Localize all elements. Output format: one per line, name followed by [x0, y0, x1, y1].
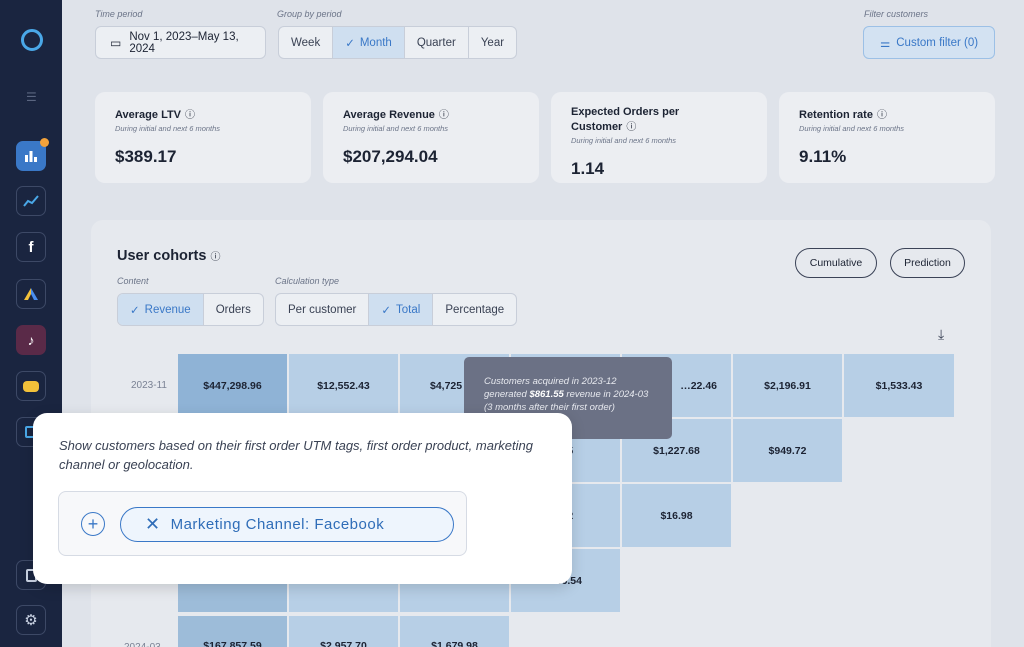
sidebar-item-chat[interactable]: [16, 371, 46, 401]
kpi-title: Expected Orders per Customer: [571, 106, 680, 133]
custom-filter-label: Custom filter (0): [896, 36, 979, 49]
kpi-card-revenue: Average Revenue ⓘ During initial and next…: [323, 92, 539, 183]
cohorts-title: User cohorts ⓘ: [117, 248, 220, 264]
popover-description: Show customers based on their first orde…: [59, 438, 533, 472]
kpi-card-orders: Expected Orders per Customer ⓘ During ini…: [551, 92, 767, 183]
google-ads-icon: [24, 288, 38, 300]
content-toggle: ✓ Revenue Orders: [117, 293, 264, 326]
sidebar-item-google-ads[interactable]: [16, 279, 46, 309]
filter-chip[interactable]: ✕ Marketing Channel: Facebook: [120, 507, 454, 542]
kpi-title: Retention rate: [799, 109, 873, 121]
sidebar-item-analytics[interactable]: [16, 138, 49, 171]
gear-icon: ⚙: [24, 612, 38, 629]
calc-type-toggle: Per customer ✓ Total Percentage: [275, 293, 518, 326]
content-label: Content: [117, 276, 149, 286]
prediction-button[interactable]: Prediction: [890, 248, 965, 278]
kpi-subtitle: During initial and next 6 months: [115, 124, 221, 133]
kpi-subtitle: During initial and next 6 months: [343, 124, 449, 133]
kpi-value: $389.17: [115, 147, 177, 166]
sidebar-item-facebook[interactable]: f: [16, 232, 46, 262]
info-icon[interactable]: ⓘ: [876, 110, 887, 121]
tooltip-text-pre: Customers acquired in 2023-12 generated: [484, 376, 617, 400]
filter-chip-container: + ✕ Marketing Channel: Facebook: [58, 491, 467, 556]
sidebar-item-trends[interactable]: [16, 186, 46, 216]
calc-total[interactable]: ✓ Total: [369, 294, 434, 325]
row-label: 2023-11: [131, 380, 167, 391]
info-icon[interactable]: ⓘ: [185, 110, 196, 121]
content-revenue-label: Revenue: [144, 303, 191, 316]
cohort-cell[interactable]: $949.72: [733, 419, 842, 482]
kpi-subtitle: During initial and next 6 months: [571, 136, 677, 145]
period-year[interactable]: Year: [480, 36, 505, 49]
kpi-value: $207,294.04: [343, 147, 438, 166]
custom-filter-button[interactable]: ⚌ Custom filter (0): [863, 26, 995, 59]
calc-type-label: Calculation type: [275, 276, 340, 286]
cohort-cell[interactable]: $16.98: [622, 484, 731, 547]
info-icon[interactable]: ⓘ: [438, 110, 449, 121]
cohort-cell[interactable]: $1,533.43: [844, 354, 954, 417]
time-period-label: Time period: [95, 9, 143, 19]
content-revenue[interactable]: ✓ Revenue: [118, 294, 204, 325]
group-by-label: Group by period: [277, 9, 342, 19]
download-icon[interactable]: ⤓: [938, 326, 945, 342]
filter-customers-label: Filter customers: [863, 9, 928, 19]
check-icon: ✓: [130, 304, 140, 317]
date-range-value: Nov 1, 2023–May 13, 2024: [129, 30, 239, 55]
kpi-value: 1.14: [571, 159, 605, 178]
filter-chip-label: Marketing Channel: Facebook: [170, 516, 385, 533]
period-month-label: Month: [359, 36, 392, 49]
plus-icon: +: [87, 514, 99, 534]
calc-percentage[interactable]: Percentage: [445, 303, 505, 316]
line-chart-icon: [23, 195, 39, 207]
cohort-cell[interactable]: $12,552.43: [289, 354, 398, 417]
bar-chart-icon: [25, 151, 37, 162]
date-range-picker[interactable]: ▭ Nov 1, 2023–May 13, 2024: [95, 26, 266, 59]
content-orders[interactable]: Orders: [215, 303, 251, 316]
facebook-icon: f: [28, 238, 34, 256]
check-icon: ✓: [381, 304, 392, 317]
tooltip-text-post: revenue in 2024-03 (3 months after their…: [484, 389, 649, 413]
kpi-title: Average LTV: [115, 109, 182, 121]
calc-total-label: Total: [396, 303, 421, 316]
info-icon[interactable]: ⓘ: [210, 252, 221, 263]
kpi-card-ltv: Average LTV ⓘ During initial and next 6 m…: [95, 92, 311, 183]
period-toggle: Week ✓ Month Quarter Year: [278, 26, 518, 59]
period-quarter[interactable]: Quarter: [405, 27, 469, 58]
cohort-cell[interactable]: $1,227.68: [622, 419, 731, 482]
cohort-cell[interactable]: $2,957.70: [289, 616, 398, 647]
cohort-cell[interactable]: $447,298.96: [178, 354, 287, 417]
sliders-icon: ⚌: [879, 37, 891, 50]
sidebar: ☰ f ♪ ⚙: [0, 0, 62, 647]
calendar-icon: ▭: [110, 35, 122, 50]
cohort-cell[interactable]: $2,196.91: [733, 354, 842, 417]
add-filter-button[interactable]: +: [81, 512, 105, 536]
collapse-sidebar-icon[interactable]: ☰: [26, 90, 37, 104]
cohort-cell[interactable]: $167,857.59: [178, 616, 287, 647]
notification-dot: [40, 138, 49, 147]
cohorts-title-text: User cohorts: [117, 248, 207, 264]
period-week[interactable]: Week: [279, 27, 334, 58]
tiktok-icon: ♪: [27, 332, 35, 348]
chat-bot-icon: [23, 380, 39, 392]
kpi-value: 9.11%: [799, 147, 847, 166]
calc-per-customer[interactable]: Per customer: [276, 294, 370, 325]
sidebar-item-tiktok[interactable]: ♪: [16, 325, 46, 355]
cohort-cell[interactable]: $1,679.98: [400, 616, 509, 647]
check-icon: ✓: [345, 37, 355, 50]
info-icon[interactable]: ⓘ: [626, 122, 637, 133]
filter-popover: Show customers based on their first orde…: [33, 413, 572, 584]
kpi-subtitle: During initial and next 6 months: [799, 124, 905, 133]
tooltip-value: $861.55: [529, 389, 564, 400]
period-month[interactable]: ✓ Month: [333, 27, 405, 58]
app-logo-icon[interactable]: [21, 29, 43, 51]
sidebar-item-settings[interactable]: ⚙: [16, 605, 46, 635]
row-label: 2024-03: [124, 642, 161, 647]
kpi-card-retention: Retention rate ⓘ During initial and next …: [779, 92, 995, 183]
kpi-title: Average Revenue: [343, 109, 435, 121]
cumulative-button[interactable]: Cumulative: [795, 248, 877, 278]
close-icon[interactable]: ✕: [145, 514, 161, 534]
